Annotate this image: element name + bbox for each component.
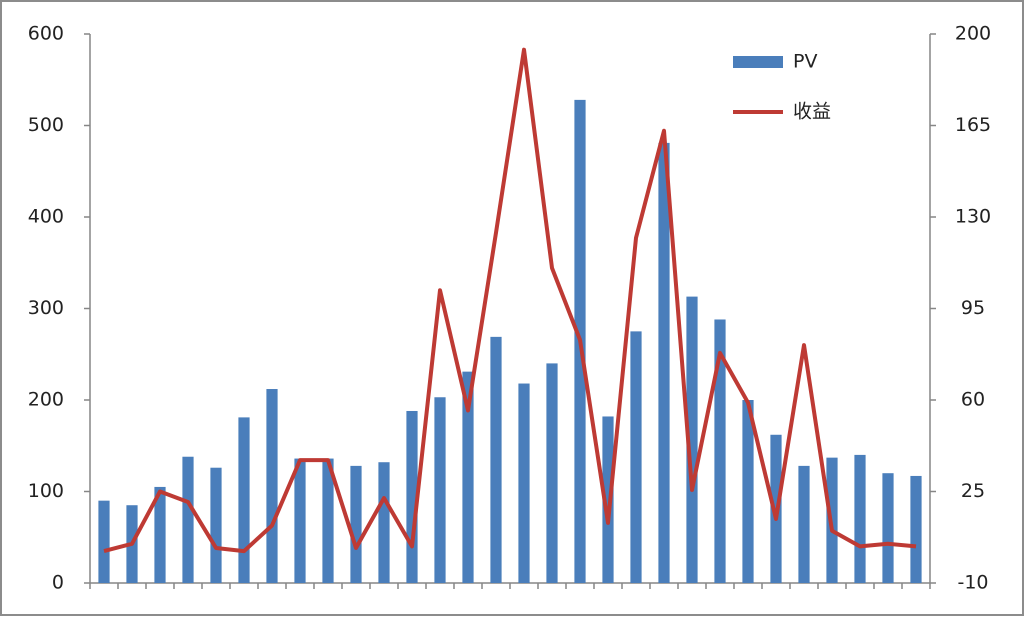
- bar: [406, 410, 418, 583]
- bar: [546, 363, 558, 583]
- bar: [182, 456, 194, 583]
- line: [103, 47, 917, 554]
- bar: [658, 142, 670, 583]
- y-tick-label: 200: [28, 389, 64, 411]
- bar: [434, 397, 446, 583]
- legend-label: 收益: [793, 101, 831, 123]
- bar: [630, 331, 642, 583]
- bar: [210, 467, 222, 583]
- bar: [518, 383, 530, 583]
- bar: [714, 319, 726, 583]
- bar: [98, 500, 110, 583]
- y-tick-label: 600: [28, 23, 64, 45]
- y-tick-label: 500: [28, 114, 64, 136]
- bar: [602, 416, 614, 583]
- bar: [266, 389, 278, 583]
- y2-tick-label: 60: [961, 389, 985, 411]
- y-tick-label: 300: [28, 297, 64, 319]
- bar: [798, 465, 810, 583]
- y-tick-label: 400: [28, 206, 64, 228]
- bar: [490, 336, 502, 583]
- bar: [882, 473, 894, 583]
- bar: [322, 458, 334, 583]
- bar: [154, 486, 166, 583]
- y2-tick-label: 200: [955, 23, 991, 45]
- y2-tick-label: 25: [961, 480, 985, 502]
- legend-label: PV: [793, 51, 817, 73]
- bar: [378, 462, 390, 583]
- bar: [294, 458, 306, 583]
- y2-tick-label: -10: [957, 572, 988, 594]
- bar: [686, 296, 698, 583]
- y-tick-label: 100: [28, 480, 64, 502]
- bar: [350, 465, 362, 583]
- bar: [238, 417, 250, 583]
- bar: [910, 475, 922, 583]
- bar: [854, 454, 866, 583]
- y2-tick-label: 130: [955, 206, 991, 228]
- legend-swatch: [733, 56, 783, 68]
- y2-tick-label: 165: [955, 114, 991, 136]
- y-tick-label: 0: [52, 572, 64, 594]
- bar: [742, 400, 754, 583]
- y2-tick-label: 95: [961, 297, 985, 319]
- bar: [462, 371, 474, 583]
